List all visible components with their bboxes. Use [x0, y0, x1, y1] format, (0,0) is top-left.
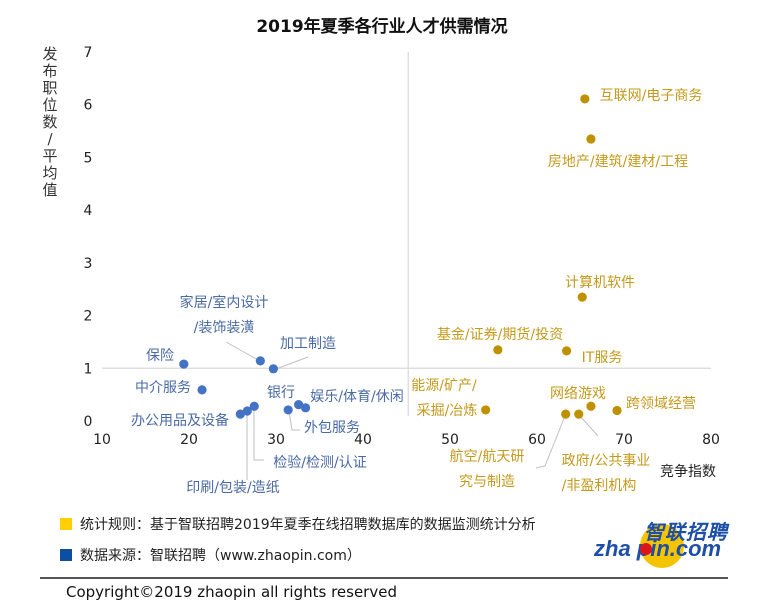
data-point [574, 409, 584, 419]
leader-line [579, 415, 599, 437]
point-label: 房地产/建筑/建材/工程 [548, 154, 688, 170]
x-tick-label: 30 [267, 432, 285, 448]
x-axis-label: 竞争指数 [660, 463, 716, 480]
note-rule-text: 统计规则：基于智联招聘2019年夏季在线招聘数据库的数据监测统计分析 [80, 517, 536, 533]
data-point [561, 409, 571, 419]
x-tick-label: 10 [93, 432, 111, 448]
x-tick-label: 70 [615, 432, 633, 448]
data-point [294, 400, 304, 410]
leader-line [288, 410, 300, 431]
zhaopin-logo: 智联招聘 zha pin.com [592, 518, 732, 570]
point-label: 娱乐/体育/休闲 [310, 389, 403, 405]
data-point [493, 345, 503, 355]
scatter-chart: 0 1 2 3 4 5 6 7 10 20 30 40 50 60 70 80 竞争指数 保险中介服务办公用品及设… [84, 45, 720, 496]
divider [40, 577, 728, 579]
note-source: 数据来源：智联招聘（www.zhaopin.com） [60, 545, 361, 565]
y-axis-label-char: 均 [42, 164, 58, 182]
y-axis-label-char: 值 [42, 181, 58, 199]
logo-en: zha pin.com [594, 536, 722, 561]
point-label: 政府/公共事业 [562, 453, 651, 469]
logo-cn: 智联招聘 [644, 520, 728, 544]
chart-title: 2019年夏季各行业人才供需情况 [256, 17, 508, 37]
point-label: 银行 [267, 385, 295, 401]
y-tick-label: 5 [84, 150, 93, 166]
y-tick-label: 3 [84, 256, 93, 272]
point-label: /非盈利机构 [562, 478, 637, 494]
x-tick-label: 50 [441, 432, 459, 448]
y-axis-label-char: 数 [42, 113, 58, 131]
legend-square-blue [60, 549, 72, 561]
point-label: 家居/室内设计 [180, 294, 269, 311]
y-axis-label-char: 位 [42, 96, 58, 114]
point-label: 保险 [146, 348, 174, 364]
data-point [235, 409, 245, 419]
point-label: 航空/航天研 [450, 449, 525, 465]
data-point [179, 359, 189, 369]
data-point [577, 292, 587, 302]
data-point [242, 406, 252, 416]
y-tick-label: 6 [84, 98, 93, 114]
y-tick-label: 1 [84, 361, 93, 377]
point-label: IT服务 [582, 350, 623, 366]
data-point [197, 385, 207, 395]
y-axis-label: 发布职位数 ∕ 平均值 [40, 46, 60, 199]
data-point [586, 401, 596, 411]
data-point [612, 405, 622, 416]
note-source-text: 数据来源：智联招聘（www.zhaopin.com） [80, 548, 361, 564]
point-label: 中介服务 [135, 380, 191, 396]
y-tick-label: 2 [84, 309, 93, 325]
x-tick-label: 60 [528, 432, 546, 448]
data-point [283, 405, 293, 415]
y-axis-label-char: 平 [42, 147, 58, 165]
y-axis-label-char: 发 [42, 45, 58, 63]
point-label: 基金/证券/期货/投资 [437, 326, 563, 343]
data-point [586, 134, 596, 144]
point-label: 究与制造 [459, 474, 515, 490]
leader-line [535, 415, 566, 469]
point-label: 外包服务 [304, 420, 360, 436]
copyright: Copyright©2019 zhaopin all rights reserv… [66, 583, 397, 601]
point-label: 互联网/电子商务 [600, 88, 703, 104]
y-tick-label: 0 [84, 414, 93, 430]
point-label: 跨领域经营 [626, 396, 696, 412]
x-tick-label: 80 [702, 432, 720, 448]
data-point [580, 94, 590, 104]
leader-line [225, 341, 259, 361]
data-point [268, 364, 278, 374]
point-label: 采掘/冶炼 [417, 403, 478, 419]
y-tick-label: 4 [84, 203, 93, 219]
y-axis-label-char: 布 [42, 62, 58, 80]
note-rule: 统计规则：基于智联招聘2019年夏季在线招聘数据库的数据监测统计分析 [60, 514, 536, 534]
legend-square-yellow [60, 518, 72, 530]
x-tick-label: 20 [180, 432, 198, 448]
data-point [561, 346, 572, 356]
point-label: 印刷/包装/造纸 [186, 480, 279, 496]
leader-line [253, 407, 264, 461]
data-point [481, 405, 491, 415]
point-label: 能源/矿产/ [411, 378, 477, 394]
point-label: 办公用品及设备 [131, 412, 229, 429]
data-point [300, 403, 311, 413]
point-label: /装饰装潢 [194, 320, 255, 336]
data-point [255, 356, 265, 366]
logo-dot [640, 543, 652, 555]
point-label: 计算机软件 [565, 275, 635, 291]
point-label: 网络游戏 [550, 386, 606, 402]
point-label: 检验/检测/认证 [273, 455, 366, 471]
y-axis-label-char: ∕ [47, 130, 53, 148]
data-point [249, 401, 259, 411]
y-axis-label-char: 职 [42, 79, 58, 97]
y-tick-label: 7 [84, 45, 93, 61]
leader-line [275, 356, 309, 370]
point-label: 加工制造 [280, 336, 336, 352]
x-tick-label: 40 [354, 432, 372, 448]
